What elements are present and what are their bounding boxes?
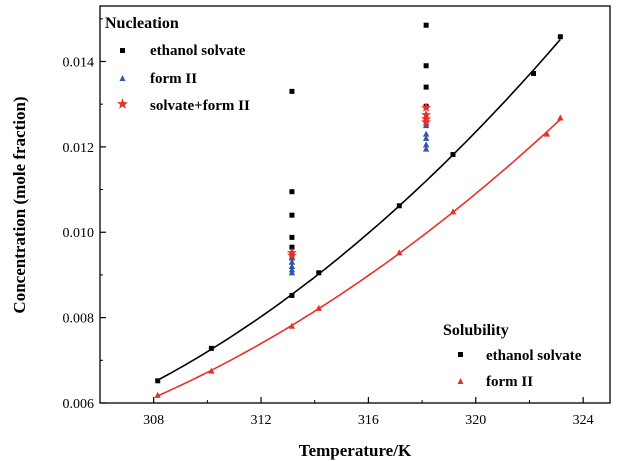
series-solubility-square xyxy=(155,34,563,384)
series-solubility-triangle xyxy=(154,114,564,398)
data-point xyxy=(289,292,295,298)
y-tick-label: 0.012 xyxy=(63,141,95,156)
legend-nucleation-entry-1: form II xyxy=(150,71,197,87)
data-point xyxy=(396,203,402,209)
data-point xyxy=(288,322,296,329)
data-point xyxy=(557,34,563,40)
series-nucleation-triangle xyxy=(288,122,430,276)
data-point xyxy=(289,234,295,240)
data-point xyxy=(423,63,429,69)
data-point xyxy=(289,244,295,250)
fit-line-solubility-triangle xyxy=(157,118,561,397)
data-point xyxy=(288,262,296,269)
data-point xyxy=(450,152,456,158)
x-tick-label: 316 xyxy=(358,413,379,428)
data-point xyxy=(422,141,430,148)
data-point xyxy=(449,208,457,215)
data-point xyxy=(289,88,295,94)
data-point xyxy=(289,212,295,218)
x-tick-label: 324 xyxy=(573,413,594,428)
y-tick-label: 0.014 xyxy=(63,55,95,70)
legend-solubility-entry-0: ethanol solvate xyxy=(486,348,582,364)
y-tick-label: 0.010 xyxy=(63,226,95,241)
data-point xyxy=(316,270,322,276)
data-point xyxy=(396,249,403,256)
data-point xyxy=(422,130,430,137)
data-point xyxy=(531,70,536,76)
legend-swatch-solubility-form-ii xyxy=(457,378,464,384)
data-point xyxy=(289,189,295,195)
data-point xyxy=(208,345,214,351)
y-tick-label: 0.008 xyxy=(63,312,95,327)
data-point xyxy=(422,134,430,141)
series-layer xyxy=(154,22,564,398)
data-point xyxy=(208,367,215,374)
legend-solubility-entry-1: form II xyxy=(486,374,533,390)
legend-swatch-ethanol-solvate xyxy=(120,48,125,53)
series-nucleation-star xyxy=(287,102,432,260)
data-point xyxy=(154,391,161,398)
plot-frame xyxy=(99,5,611,404)
data-point xyxy=(287,250,297,260)
series-nucleation-square xyxy=(289,22,429,250)
data-point xyxy=(421,102,432,112)
y-axis-title: Concentration (mole fraction) xyxy=(10,96,29,313)
x-tick-label: 308 xyxy=(143,413,164,428)
data-point xyxy=(315,304,322,311)
x-tick-label: 312 xyxy=(251,413,272,428)
legend-swatch-solubility-solvate xyxy=(458,352,463,357)
legend-solubility-title: Solubility xyxy=(443,322,509,339)
data-point xyxy=(543,130,551,137)
data-point xyxy=(288,269,296,276)
fit-line-solubility-square xyxy=(157,38,561,381)
legend-nucleation-title: Nucleation xyxy=(105,15,179,32)
x-tick-label: 320 xyxy=(465,413,486,428)
data-point xyxy=(423,84,429,90)
data-point xyxy=(423,22,429,28)
data-point xyxy=(422,145,430,152)
legend-nucleation-entry-0: ethanol solvate xyxy=(150,43,246,59)
legend-swatch-solvate-form-ii xyxy=(117,98,128,109)
legend-nucleation: Nucleation ethanol solvate form II solva… xyxy=(105,15,250,114)
data-point xyxy=(288,258,296,265)
data-point xyxy=(422,122,430,129)
legend-star-marker xyxy=(117,98,128,109)
legend-nucleation-entry-2: solvate+form II xyxy=(150,98,250,114)
y-axis-ticks: 0.006 0.008 0.010 0.012 0.014 xyxy=(63,18,106,412)
y-tick-label: 0.006 xyxy=(63,397,95,412)
legend-swatch-form-ii xyxy=(119,75,126,81)
legend-solubility: Solubility ethanol solvate form II xyxy=(443,322,582,390)
data-point xyxy=(155,378,161,384)
data-point xyxy=(557,114,564,121)
data-point xyxy=(421,116,432,127)
x-axis-ticks: 308 312 316 320 324 xyxy=(143,397,594,428)
x-axis-title: Temperature/K xyxy=(299,441,412,460)
